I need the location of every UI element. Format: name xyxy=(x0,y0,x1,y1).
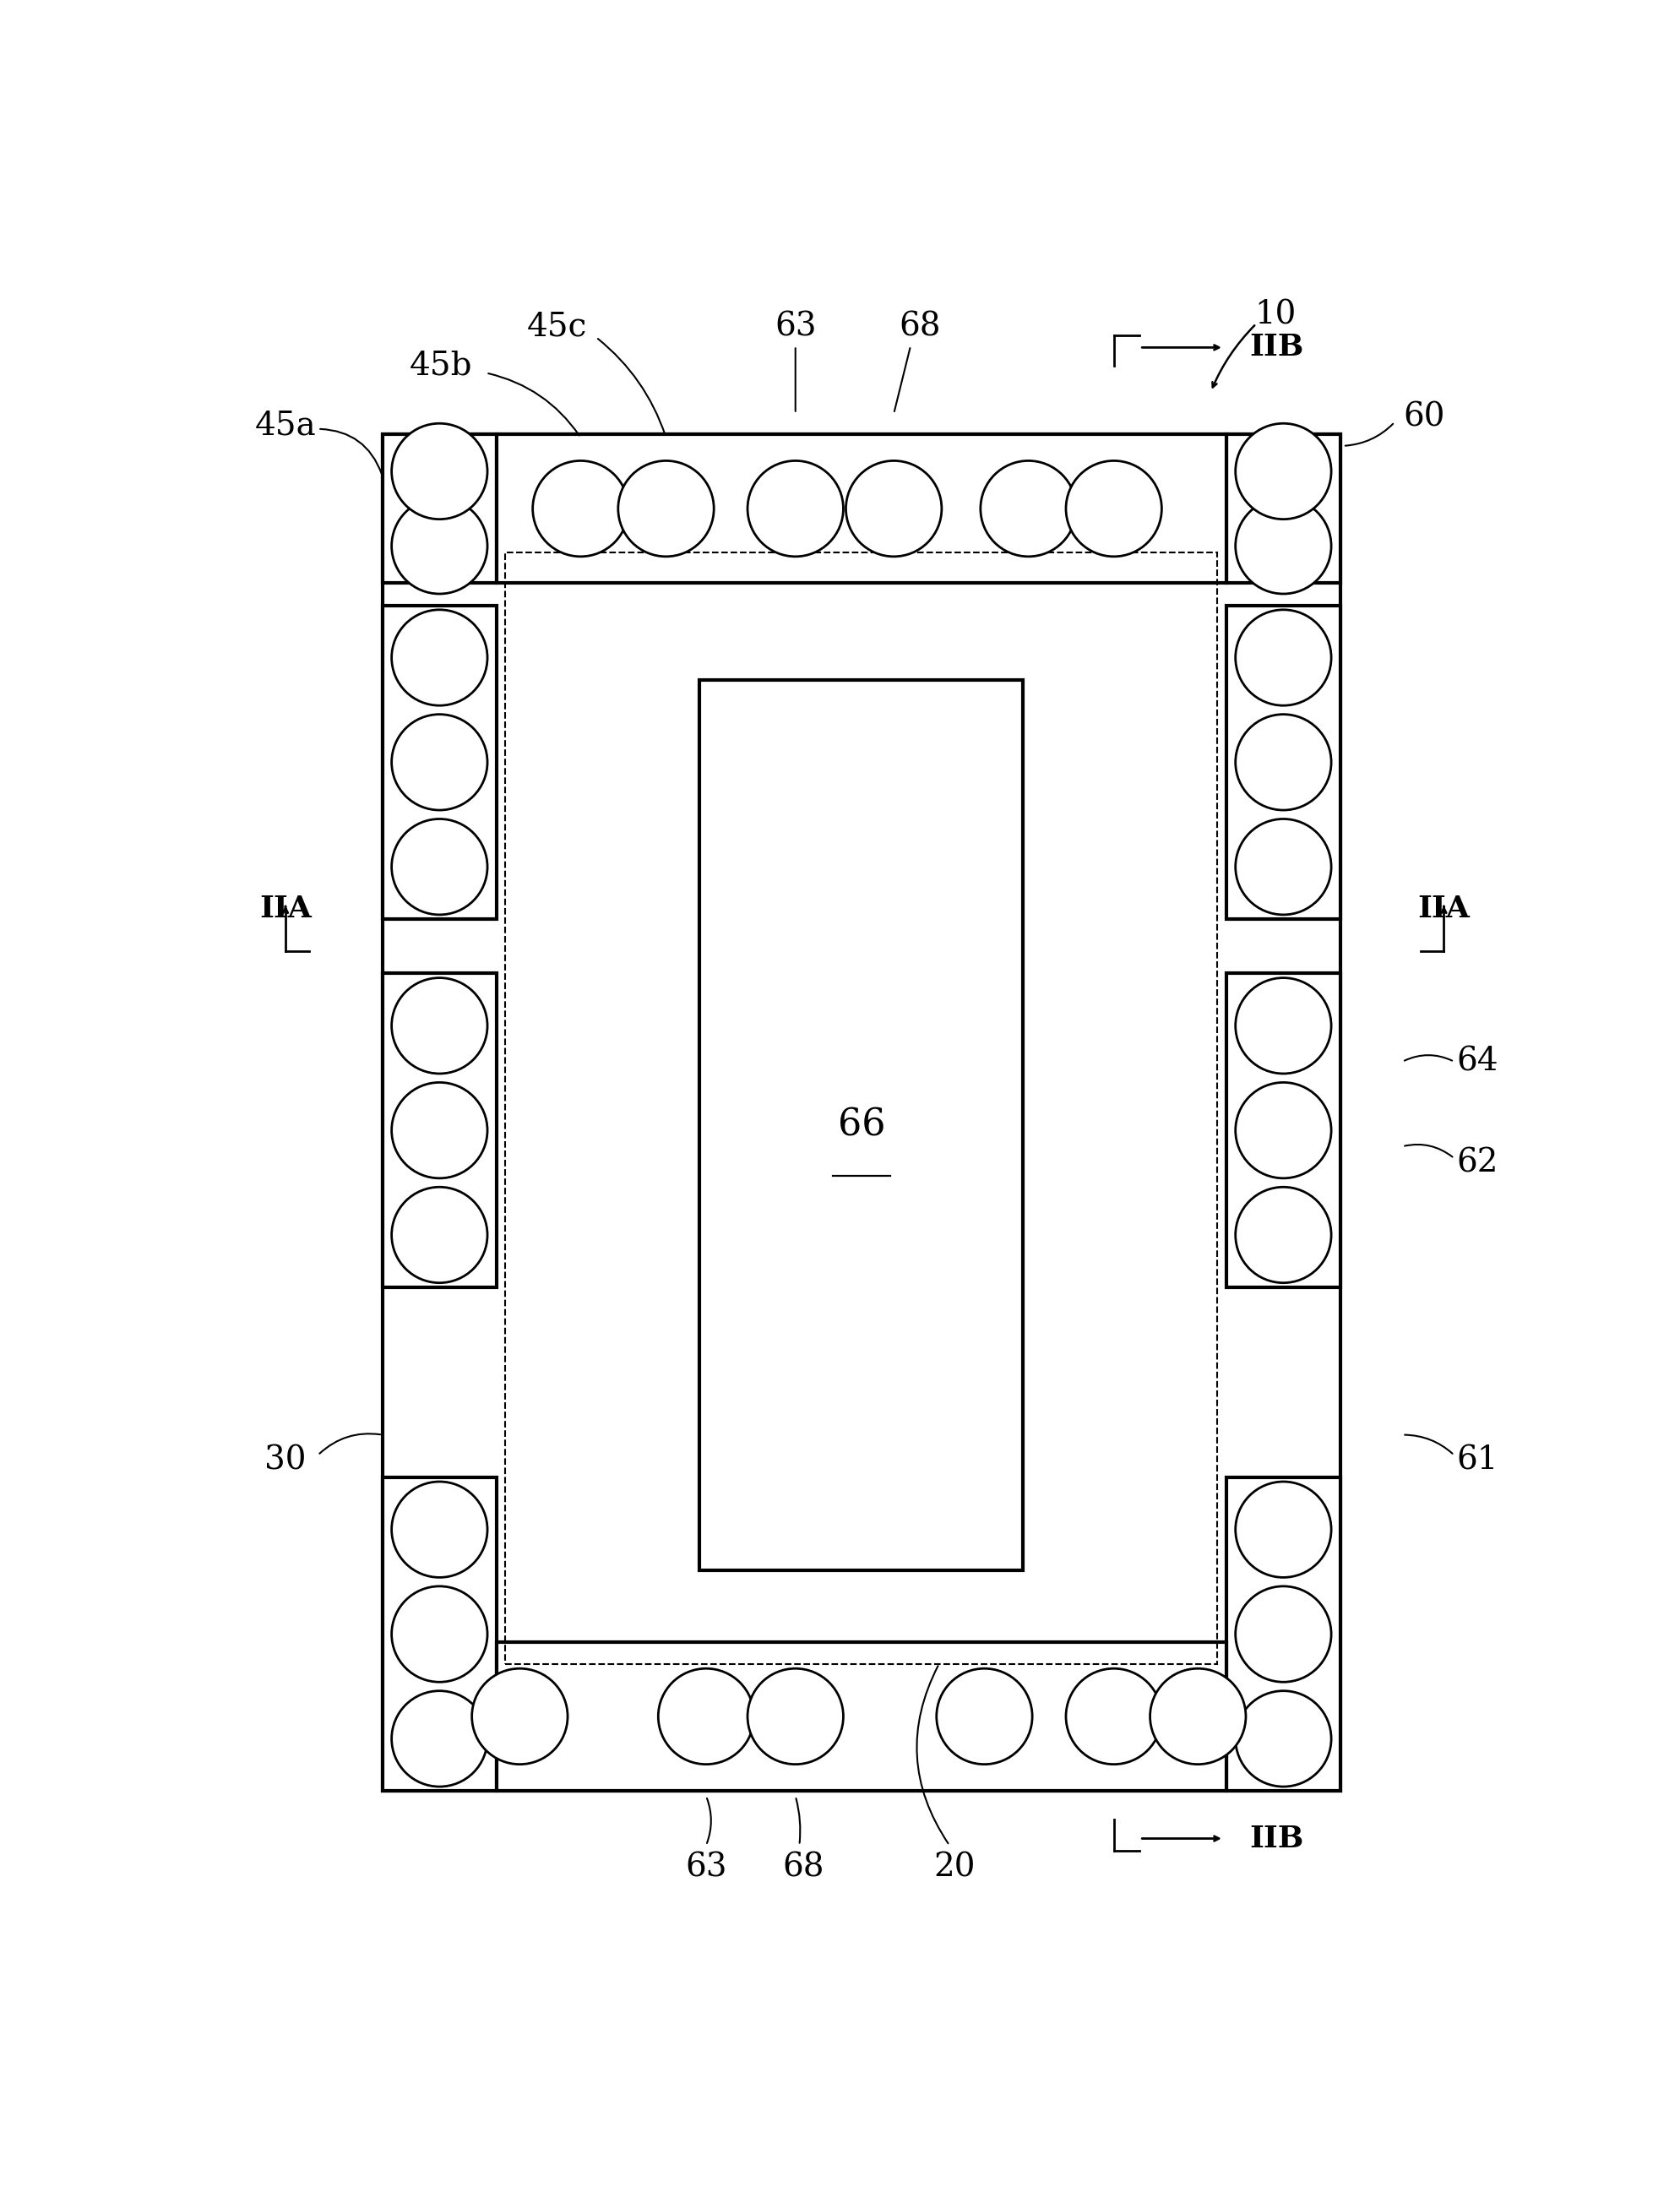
Text: 45a: 45a xyxy=(255,410,316,441)
Ellipse shape xyxy=(1235,820,1331,914)
Ellipse shape xyxy=(391,1586,487,1683)
Bar xyxy=(1226,974,1339,1287)
Text: IIB: IIB xyxy=(1248,333,1304,361)
Ellipse shape xyxy=(1235,1187,1331,1282)
Ellipse shape xyxy=(391,1187,487,1282)
Ellipse shape xyxy=(391,714,487,811)
Bar xyxy=(383,1478,496,1791)
Ellipse shape xyxy=(936,1668,1032,1765)
Bar xyxy=(699,681,1023,1571)
Ellipse shape xyxy=(533,460,628,557)
Ellipse shape xyxy=(391,423,487,520)
Ellipse shape xyxy=(1065,1668,1161,1765)
Bar xyxy=(1226,1478,1339,1791)
Ellipse shape xyxy=(391,1082,487,1179)
Ellipse shape xyxy=(659,1668,754,1765)
Ellipse shape xyxy=(391,820,487,914)
Text: 68: 68 xyxy=(781,1853,823,1884)
Bar xyxy=(383,606,496,919)
Ellipse shape xyxy=(391,1692,487,1787)
Text: 62: 62 xyxy=(1457,1148,1499,1179)
Ellipse shape xyxy=(748,460,843,557)
Text: 63: 63 xyxy=(774,311,816,344)
Text: 30: 30 xyxy=(264,1445,306,1476)
Text: 61: 61 xyxy=(1457,1445,1499,1476)
Bar xyxy=(383,434,1339,1791)
Ellipse shape xyxy=(391,610,487,705)
Text: 45b: 45b xyxy=(410,350,472,381)
Ellipse shape xyxy=(1235,978,1331,1073)
Ellipse shape xyxy=(1149,1668,1245,1765)
Ellipse shape xyxy=(618,460,714,557)
Text: IIA: IIA xyxy=(259,894,311,923)
Ellipse shape xyxy=(472,1668,568,1765)
Bar xyxy=(496,434,1226,584)
Ellipse shape xyxy=(391,1483,487,1577)
Text: 60: 60 xyxy=(1403,401,1445,432)
Text: 20: 20 xyxy=(934,1853,974,1884)
Text: 68: 68 xyxy=(899,311,941,344)
Bar xyxy=(383,974,496,1287)
Text: 64: 64 xyxy=(1457,1046,1499,1077)
Ellipse shape xyxy=(1235,498,1331,595)
Ellipse shape xyxy=(1235,1586,1331,1683)
Ellipse shape xyxy=(1235,610,1331,705)
Ellipse shape xyxy=(1235,1082,1331,1179)
Ellipse shape xyxy=(1235,1692,1331,1787)
Ellipse shape xyxy=(391,498,487,595)
Text: IIA: IIA xyxy=(1416,894,1470,923)
Text: 63: 63 xyxy=(685,1853,727,1884)
Ellipse shape xyxy=(1235,1483,1331,1577)
Bar xyxy=(506,553,1216,1663)
Bar xyxy=(496,1641,1226,1791)
Ellipse shape xyxy=(1065,460,1161,557)
Ellipse shape xyxy=(1235,423,1331,520)
Ellipse shape xyxy=(845,460,941,557)
Text: 45c: 45c xyxy=(528,311,586,344)
Text: IIB: IIB xyxy=(1248,1824,1304,1853)
Bar xyxy=(1226,606,1339,919)
Ellipse shape xyxy=(391,978,487,1073)
Ellipse shape xyxy=(748,1668,843,1765)
Ellipse shape xyxy=(1235,714,1331,811)
Text: 10: 10 xyxy=(1253,300,1295,330)
Bar xyxy=(383,434,496,584)
Bar xyxy=(1226,434,1339,584)
Ellipse shape xyxy=(979,460,1075,557)
Text: 66: 66 xyxy=(837,1106,885,1143)
